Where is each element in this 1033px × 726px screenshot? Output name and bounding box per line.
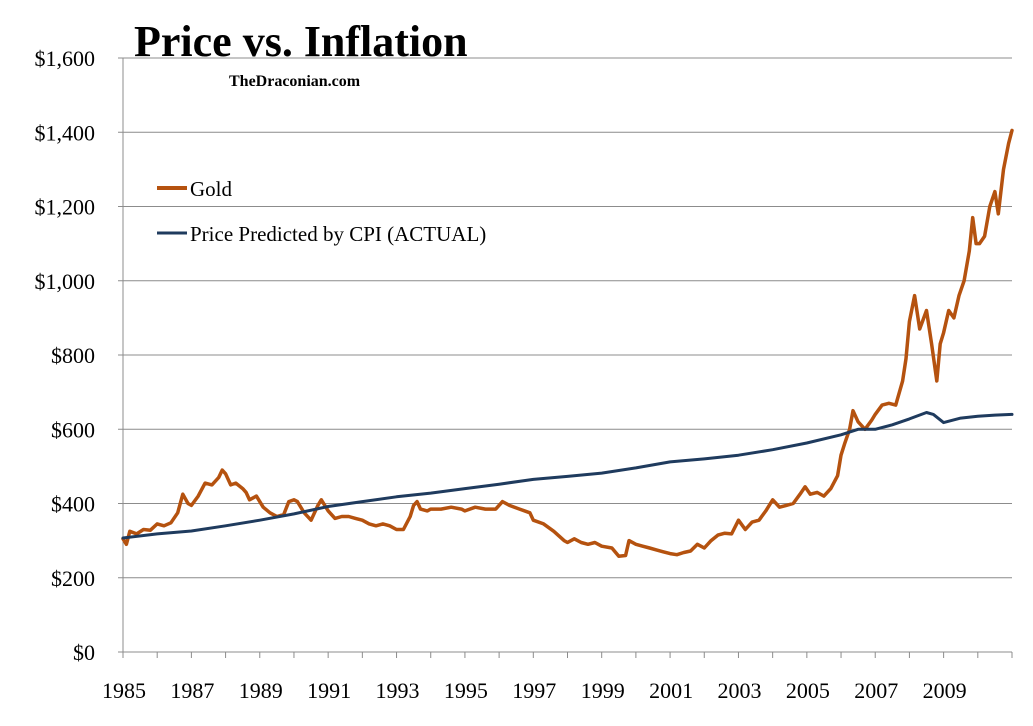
- x-tick-label: 2009: [923, 678, 967, 703]
- y-tick-label: $0: [73, 640, 95, 665]
- x-tick-label: 1985: [102, 678, 146, 703]
- x-tick-label: 1997: [512, 678, 556, 703]
- gridlines: [123, 57, 1012, 579]
- y-tick-label: $1,400: [35, 120, 96, 145]
- y-tick-label: $1,200: [35, 195, 96, 220]
- y-tick-labels: $0 $200 $400 $600 $800 $1,000 $1,200 $1,400 $1,6…: [35, 46, 96, 665]
- axes: [118, 57, 1013, 658]
- x-tick-label: 1989: [239, 678, 283, 703]
- legend-label-cpi: Price Predicted by CPI (ACTUAL): [190, 222, 486, 246]
- x-tick-label: 1999: [581, 678, 625, 703]
- series-line-cpi: [121, 411, 1014, 540]
- x-tick-label: 1991: [307, 678, 351, 703]
- y-tick-label: $200: [51, 566, 95, 591]
- y-tick-label: $400: [51, 492, 95, 517]
- x-tick-label: 1993: [376, 678, 420, 703]
- legend-label-gold: Gold: [190, 177, 233, 201]
- x-tick-label: 1995: [444, 678, 488, 703]
- x-tick-label: 2007: [854, 678, 898, 703]
- y-tick-label: $600: [51, 417, 95, 442]
- y-tick-label: $800: [51, 343, 95, 368]
- y-tick-label: $1,600: [35, 46, 96, 71]
- x-tick-label: 2005: [786, 678, 830, 703]
- x-tick-label: 2003: [717, 678, 761, 703]
- x-tick-label: 2001: [649, 678, 693, 703]
- x-tick-labels: 1985 1987 1989 1991 1993 1995 1997 1999 2001 2003…: [102, 678, 967, 703]
- series-line-gold: [121, 128, 1014, 558]
- chart-title: Price vs. Inflation: [134, 17, 468, 66]
- series-lines: [121, 128, 1014, 558]
- y-tick-label: $1,000: [35, 269, 96, 294]
- legend: Gold Price Predicted by CPI (ACTUAL): [157, 177, 486, 246]
- chart-subtitle: TheDraconian.com: [229, 73, 361, 90]
- x-tick-label: 1987: [170, 678, 214, 703]
